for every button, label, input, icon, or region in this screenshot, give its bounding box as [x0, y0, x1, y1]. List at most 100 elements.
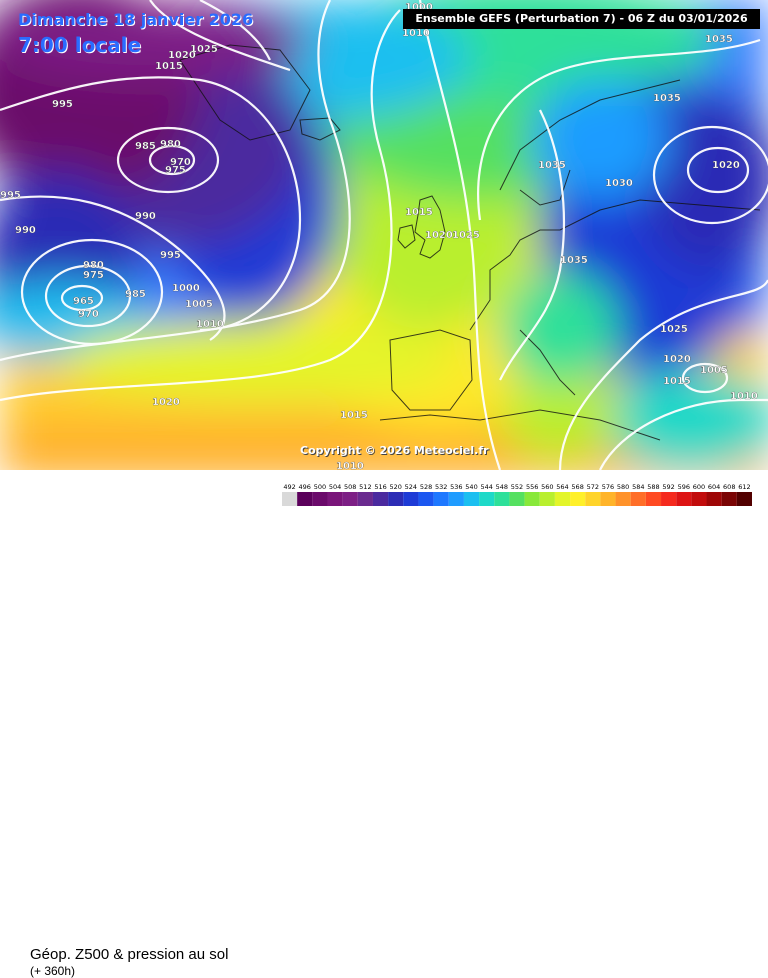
scale-swatch: [312, 492, 328, 506]
isobar-label: 1025: [190, 44, 218, 55]
isobar-label: 1010: [402, 28, 430, 39]
scale-swatch: [554, 492, 571, 506]
date-title: Dimanche 18 janvier 2026: [18, 10, 254, 29]
isobar-label: 1010: [336, 461, 364, 470]
isobar-9: [499, 109, 565, 381]
scale-swatch: [600, 492, 616, 506]
isobar-label: 1020: [425, 230, 453, 241]
isobar-label: 985: [135, 141, 156, 152]
isobar-label: 1025: [452, 230, 480, 241]
scale-swatch: [615, 492, 631, 506]
scale-tick-label: 576: [602, 483, 614, 491]
scale-tick-label: 536: [450, 483, 462, 491]
coast-scandinavia: [499, 79, 681, 206]
scale-tick-label: 584: [632, 483, 644, 491]
isobar-label: 1010: [196, 319, 224, 330]
scale-swatch: [494, 492, 510, 506]
model-info-banner: Ensemble GEFS (Perturbation 7) - 06 Z du…: [403, 9, 760, 29]
isobar-label: 1025: [660, 324, 688, 335]
isobar-label: 990: [15, 225, 36, 236]
isobar-label: 985: [125, 289, 146, 300]
isobar-high-russia: [686, 146, 750, 194]
coast-greenland: [179, 44, 311, 141]
coast-europe: [469, 199, 761, 331]
isobar-label: 1010: [730, 391, 758, 402]
scale-tick-label: 544: [480, 483, 492, 491]
scale-tick-label: 596: [678, 483, 690, 491]
geopotential-field: [0, 0, 768, 470]
scale-swatch: [539, 492, 555, 506]
isobar-8: [599, 398, 768, 470]
isobar-low-ring-3: [116, 126, 220, 194]
scale-tick-label: 588: [647, 483, 659, 491]
scale-swatch: [585, 492, 601, 506]
isobar-label: 975: [83, 270, 104, 281]
scale-swatch: [388, 492, 404, 506]
scale-swatch: [721, 492, 737, 506]
isobar-low-center-2: [148, 144, 196, 176]
scale-tick-label: 552: [511, 483, 523, 491]
scale-tick-label: 564: [556, 483, 568, 491]
copyright-text: Copyright © 2026 Meteociel.fr: [300, 444, 489, 457]
isobar-label: 1000: [405, 2, 433, 13]
scale-tick-label: 556: [526, 483, 538, 491]
scale-tick-label: 516: [374, 483, 386, 491]
scale-swatch: [463, 492, 480, 506]
scale-swatch: [282, 492, 298, 506]
scale-swatch: [524, 492, 540, 506]
scale-swatch: [570, 492, 586, 506]
isobar-label: 995: [160, 250, 181, 261]
scale-swatch: [676, 492, 692, 506]
coast-iceland: [299, 117, 341, 141]
scale-tick-label: 524: [405, 483, 417, 491]
scale-tick-label: 520: [389, 483, 401, 491]
isobar-7: [558, 279, 768, 470]
isobar-label: 980: [83, 260, 104, 271]
time-title: 7:00 locale: [18, 33, 142, 57]
coast-ireland: [397, 224, 416, 249]
scale-swatch: [448, 492, 464, 506]
coast-italy: [519, 329, 576, 396]
coast-britain: [414, 195, 446, 259]
isobar-11: [149, 0, 291, 72]
scale-tick-label: 592: [662, 483, 674, 491]
scale-swatch: [691, 492, 707, 506]
isobar-label: 1030: [605, 178, 633, 189]
isobar-label: 990: [135, 211, 156, 222]
scale-tick-label: 496: [299, 483, 311, 491]
scale-swatch: [479, 492, 495, 506]
isobar-label: 1005: [185, 299, 213, 310]
isobar-low-center-1: [60, 284, 104, 312]
isobar-label: 1020: [168, 50, 196, 61]
scale-swatch: [736, 492, 752, 506]
scale-tick-label: 512: [359, 483, 371, 491]
isobar-5: [418, 0, 502, 470]
variable-label: Géop. Z500 & pression au sol: [30, 946, 229, 963]
coast-iberia: [389, 329, 473, 411]
isobar-label: 1035: [705, 34, 733, 45]
lead-time-label: (+ 360h): [30, 964, 76, 978]
color-scale: 492 496 500 504 508 512 516 520 524 528 532 536 540 5…: [282, 483, 752, 506]
scale-tick-label: 604: [708, 483, 720, 491]
isobar-label: 1015: [155, 61, 183, 72]
isobar-label: 1035: [560, 255, 588, 266]
scale-tick-label: 568: [571, 483, 583, 491]
isobars: [0, 0, 768, 470]
scale-swatch: [706, 492, 722, 506]
scale-tick-label: 580: [617, 483, 629, 491]
scale-swatch: [418, 492, 434, 506]
coast-africa: [379, 409, 661, 441]
scale-tick-label: 572: [587, 483, 599, 491]
isobar-label: 970: [170, 157, 191, 168]
isobar-label: 980: [160, 139, 181, 150]
isobar-label: 970: [78, 309, 99, 320]
isobar-label: 1000: [172, 283, 200, 294]
scale-swatch: [645, 492, 662, 506]
scale-swatch: [403, 492, 419, 506]
isobar-label: 1035: [653, 93, 681, 104]
isobar-low-greece: [681, 362, 729, 394]
scale-tick-label: 540: [465, 483, 477, 491]
scale-swatch: [297, 492, 313, 506]
scale-swatch: [433, 492, 449, 506]
